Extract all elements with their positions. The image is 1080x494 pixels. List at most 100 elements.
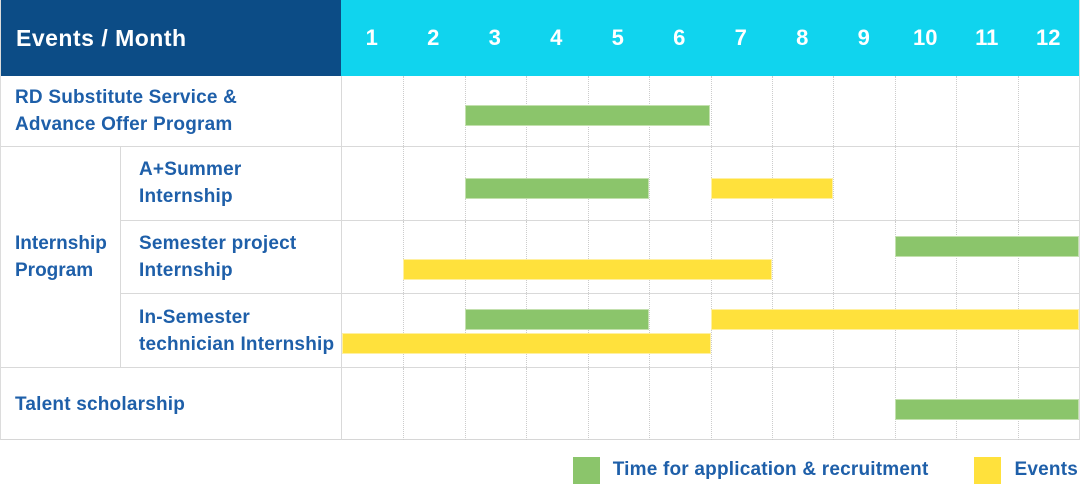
month-gridline	[587, 368, 589, 440]
table-row-in-semester-technician-internship: In-Semester technician Internship	[121, 294, 1079, 368]
month-gridline	[587, 294, 589, 368]
month-gridline	[403, 147, 405, 220]
month-header-5: 5	[611, 25, 624, 50]
month-header-10: 10	[913, 25, 938, 50]
month-header-4: 4	[550, 25, 563, 50]
table-row-rd-substitute-service: RD Substitute Service & Advance Offer Pro…	[1, 76, 1079, 147]
row-label-semester-project-internship-line: Semester project	[139, 233, 297, 254]
table-row-semester-project-internship: Semester project Internship	[121, 220, 1079, 295]
month-gridline	[710, 76, 712, 146]
month-gridline	[710, 294, 712, 368]
month-gridline	[649, 368, 651, 440]
month-gridline	[771, 76, 773, 146]
row-label-rd-substitute-service: RD Substitute Service & Advance Offer Pro…	[1, 76, 341, 146]
month-gridline	[833, 76, 835, 146]
month-header-7: 7	[734, 25, 747, 50]
month-gridline	[771, 294, 773, 368]
recruitment-bar-talent-scholarship-m10-12	[894, 398, 1079, 420]
month-gridline	[526, 294, 528, 368]
row-chart-area-a-plus-summer-internship	[341, 147, 1079, 220]
month-gridline	[403, 220, 405, 294]
month-gridline	[1017, 147, 1019, 220]
month-gridline	[587, 220, 589, 294]
month-gridline	[403, 368, 405, 440]
row-label-rd-substitute-service-line: Advance Offer Program	[15, 114, 233, 135]
month-gridline	[956, 147, 958, 220]
month-header-6: 6	[673, 25, 686, 50]
month-gridline	[1017, 76, 1019, 146]
row-label-a-plus-summer-internship: A+Summer Internship	[121, 147, 341, 220]
month-gridline	[833, 147, 835, 220]
gantt-body: RD Substitute Service & Advance Offer Pro…	[1, 76, 1079, 440]
group-label-line: Program	[15, 260, 94, 281]
row-label-talent-scholarship-line: Talent scholarship	[15, 393, 186, 415]
month-gridline	[710, 368, 712, 440]
table-row-a-plus-summer-internship: A+Summer Internship	[121, 147, 1079, 221]
month-gridline	[1017, 294, 1019, 368]
row-chart-area-semester-project-internship	[341, 220, 1079, 294]
table-row-talent-scholarship: Talent scholarship	[1, 368, 1079, 440]
month-gridline	[833, 294, 835, 368]
events-bar-in-semester-technician-internship-m1-6	[342, 332, 711, 354]
month-gridline	[894, 147, 896, 220]
row-label-semester-project-internship: Semester project Internship	[121, 221, 341, 294]
month-gridline	[464, 294, 466, 368]
group-label-line: Internship	[15, 233, 107, 254]
row-chart-area-talent-scholarship	[341, 368, 1079, 440]
month-gridline	[403, 294, 405, 368]
month-gridline	[894, 220, 896, 294]
recruitment-bar-in-semester-technician-internship-m3-5	[464, 309, 650, 331]
month-gridline	[649, 294, 651, 368]
month-gridline	[771, 220, 773, 294]
month-gridline	[526, 220, 528, 294]
row-label-in-semester-technician-internship-line: technician Internship	[139, 333, 335, 355]
legend-swatch-events	[974, 456, 1002, 484]
month-gridline	[649, 220, 651, 294]
month-header-3: 3	[488, 25, 501, 50]
header-title: Events / Month	[16, 24, 187, 51]
month-gridline	[956, 220, 958, 294]
row-label-in-semester-technician-internship-line: In-Semester	[139, 306, 250, 328]
month-header-9: 9	[857, 25, 870, 50]
recruitment-bar-a-plus-summer-internship-m3-5	[464, 177, 650, 199]
legend-swatch-recruitment	[572, 456, 600, 484]
month-gridline	[771, 368, 773, 440]
month-header-8: 8	[796, 25, 809, 50]
month-gridline	[526, 368, 528, 440]
table-group-internship-program: Internship Program A+Summer Internship Semes…	[1, 147, 1079, 368]
row-label-talent-scholarship: Talent scholarship	[1, 368, 341, 440]
header-events-month-cell: Events / Month	[1, 0, 341, 76]
legend-item-events: Events	[974, 456, 1078, 484]
header-months-row: 1 2 3 4 5 6 7 8 9 10 11 12	[341, 0, 1079, 76]
month-gridline	[833, 220, 835, 294]
events-bar-a-plus-summer-internship-m7-8	[710, 177, 834, 199]
events-bar-semester-project-internship-m2-7	[403, 258, 772, 280]
legend: Time for application & recruitment Events	[0, 440, 1080, 494]
row-label-in-semester-technician-internship: In-Semester technician Internship	[121, 294, 341, 367]
group-label-internship-program: Internship Program	[1, 147, 121, 367]
legend-item-recruitment: Time for application & recruitment	[572, 456, 929, 484]
events-bar-in-semester-technician-internship-m7-12	[710, 309, 1079, 331]
row-label-a-plus-summer-internship-line: A+Summer	[139, 159, 242, 181]
group-subrows: A+Summer Internship Semester project Intern…	[121, 147, 1079, 368]
month-header-2: 2	[427, 25, 440, 50]
month-gridline	[894, 294, 896, 368]
gantt-table: Events / Month 1 2 3 4 5 6 7 8 9 10 11 12 RD Substi…	[0, 0, 1080, 440]
table-header-row: Events / Month 1 2 3 4 5 6 7 8 9 10 11 12	[1, 0, 1079, 76]
month-gridline	[1017, 220, 1019, 294]
legend-label-recruitment: Time for application & recruitment	[612, 459, 929, 480]
row-label-a-plus-summer-internship-line: Internship	[139, 186, 233, 208]
month-header-11: 11	[975, 25, 999, 50]
month-gridline	[649, 147, 651, 220]
month-gridline	[956, 294, 958, 368]
legend-label-events: Events	[1014, 459, 1078, 480]
row-label-semester-project-internship-line: Internship	[139, 260, 233, 281]
month-gridline	[894, 76, 896, 146]
recruitment-bar-rd-substitute-service-m3-6	[464, 105, 711, 127]
row-chart-area-rd-substitute-service	[341, 76, 1079, 146]
month-gridline	[403, 76, 405, 146]
row-label-rd-substitute-service-line: RD Substitute Service &	[15, 87, 238, 108]
month-header-12: 12	[1036, 25, 1061, 50]
row-chart-area-in-semester-technician-internship	[341, 294, 1079, 368]
